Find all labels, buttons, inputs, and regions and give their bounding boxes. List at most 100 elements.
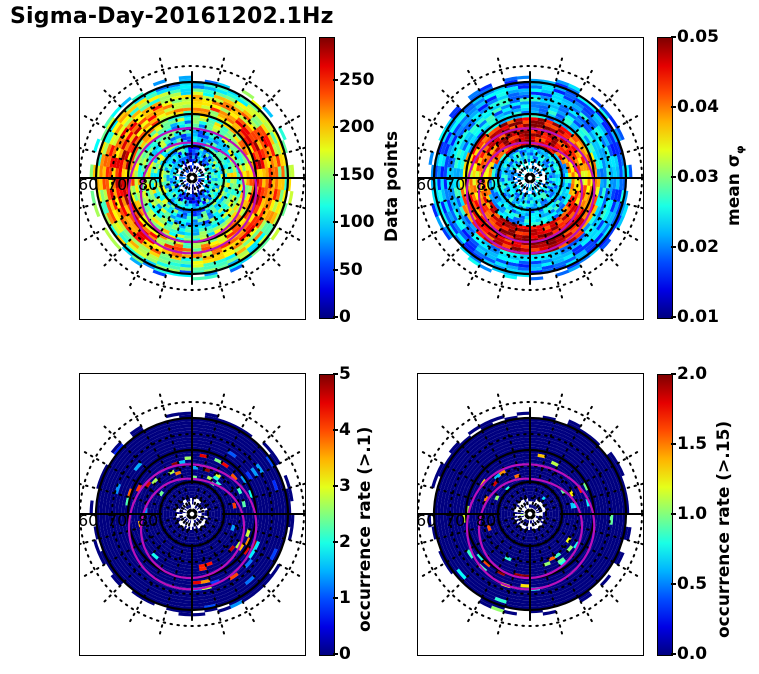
heatmap-bin [483,428,496,437]
heatmap-bin [234,582,247,592]
heatmap-bin [503,273,518,280]
heatmap-bin [542,609,557,616]
heatmap-bin [207,550,215,556]
heatmap-bin [234,215,243,224]
heatmap-bin [171,495,177,501]
heatmap-bin [563,468,571,476]
heatmap-bin [489,543,497,551]
heatmap-bin [508,203,514,209]
heatmap-bin [507,157,512,163]
heatmap-bin [245,471,254,481]
heatmap-bin [204,509,208,513]
heatmap-bin [494,557,503,564]
heatmap-bin [594,159,600,170]
heatmap-bin [198,175,202,178]
heatmap-bin [111,121,122,134]
heatmap-bin [180,194,185,199]
heatmap-bin [548,219,556,226]
heatmap-bin [211,436,223,444]
heatmap-bin [142,190,148,198]
heatmap-bin [269,524,275,536]
heatmap-bin [180,88,193,93]
heatmap-bin [170,203,176,209]
heatmap-bin [555,178,559,182]
heatmap-bin [215,424,228,432]
heatmap-bin [563,567,573,576]
heatmap-bin [510,245,521,251]
heatmap-bin [250,245,263,257]
heatmap-bin [625,526,632,541]
heatmap-bin [191,235,200,239]
heatmap-bin [482,488,489,496]
heatmap-bin [585,521,591,530]
heatmap-bin [192,149,196,153]
heatmap-bin [562,198,569,206]
heatmap-bin [530,424,542,429]
heatmap-bin [131,123,141,134]
heatmap-bin [496,115,506,123]
heatmap-bin [186,196,190,201]
heatmap-bin [516,75,531,80]
heatmap-bin [507,213,515,220]
heatmap-bin [191,197,195,201]
heatmap-bin [606,453,617,467]
heatmap-bin [259,148,267,160]
heatmap-bin [518,260,530,265]
heatmap-bin [527,155,531,159]
heatmap-bin [539,185,543,190]
heatmap-bin [249,514,253,523]
heatmap-bin [191,529,195,534]
dotted-meridian [127,515,192,626]
heatmap-bin [125,131,134,142]
heatmap-bin [176,179,180,183]
heatmap-bin [171,166,176,171]
heatmap-bin [199,117,208,123]
heatmap-bin [233,196,240,204]
heatmap-bin [166,510,170,514]
heatmap-bin [222,437,234,445]
heatmap-bin [469,91,483,102]
heatmap-bin [496,430,509,438]
heatmap-bin [236,117,247,127]
heatmap-bin [199,456,208,462]
heatmap-bin [453,167,458,178]
heatmap-bin [540,92,553,98]
heatmap-bin [219,195,226,202]
heatmap-bin [178,504,182,508]
dotted-meridian [192,515,257,626]
heatmap-bin [529,216,536,220]
heatmap-bin [124,101,136,113]
heatmap-bin [561,98,574,107]
heatmap-bin [595,555,605,567]
heatmap-bin [222,101,234,109]
heatmap-bin [489,132,498,140]
heatmap-bin [485,482,493,490]
heatmap-bin [238,430,251,441]
heatmap-bin [111,558,121,571]
heatmap-bin [473,568,484,578]
heatmap-bin [173,467,181,473]
heatmap-bin [181,437,193,442]
heatmap-bin [513,185,518,190]
heatmap-bin [612,178,617,190]
heatmap-bin [503,445,513,452]
heatmap-bin [191,593,203,598]
heatmap-bin [453,136,461,148]
heatmap-bin [564,92,577,101]
heatmap-bin [587,170,591,179]
heatmap-bin [119,553,129,565]
heatmap-bin [144,89,157,98]
heatmap-bin [586,579,598,591]
heatmap-bin [541,164,546,169]
heatmap-bin [198,486,204,491]
heatmap-bin [120,532,127,543]
heatmap-bin [179,177,183,180]
heatmap-bin [130,572,142,583]
heatmap-bin [612,201,620,214]
heatmap-bin [167,85,181,92]
colorbar-tick-label: 150 [339,164,375,185]
heatmap-bin [476,163,481,172]
heatmap-bin [206,119,216,125]
heatmap-bin [592,487,599,497]
heatmap-bin [117,532,125,544]
